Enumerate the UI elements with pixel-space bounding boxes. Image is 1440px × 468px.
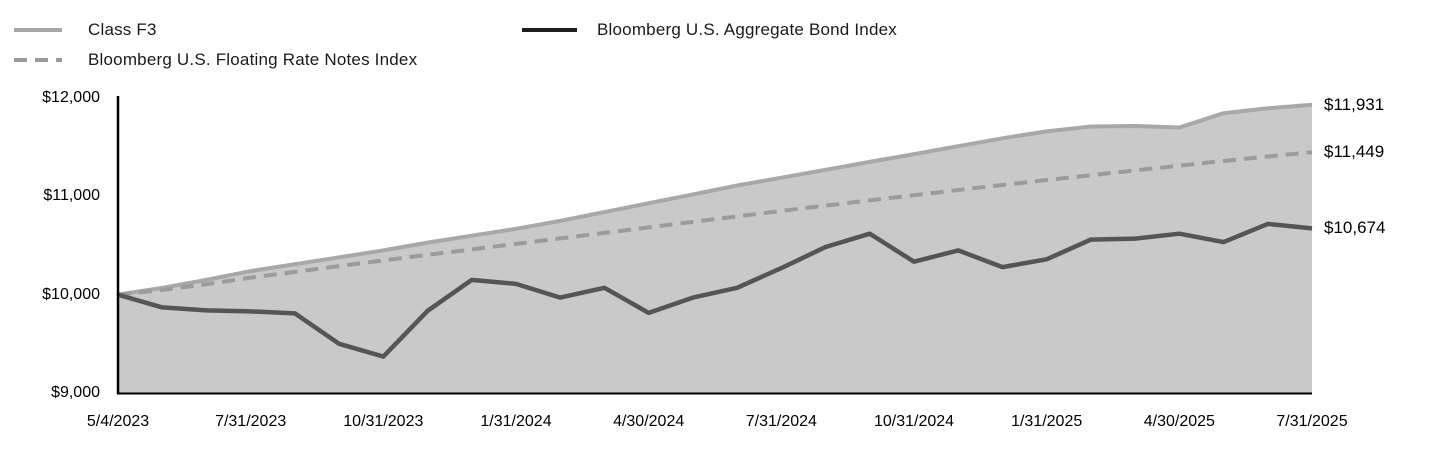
- x-axis-label: 5/4/2023: [86, 413, 150, 430]
- y-axis-label: $11,000: [43, 187, 100, 205]
- x-axis-label: 10/31/2023: [343, 413, 424, 430]
- y-axis-label: $9,000: [51, 384, 100, 401]
- legend-item-class-f3: Class F3: [14, 19, 157, 41]
- series-line-class-f3: [117, 102, 1313, 297]
- series-end-label: $11,931: [1324, 94, 1385, 114]
- series-line-floating-rate-index: [117, 150, 1313, 297]
- x-axis-label: 7/31/2023: [215, 413, 287, 430]
- series-end-label: $10,674: [1324, 218, 1386, 238]
- legend-label: Bloomberg U.S. Floating Rate Notes Index: [88, 50, 418, 69]
- x-axis-label: 4/30/2024: [613, 413, 685, 430]
- y-axis-label: $12,000: [42, 89, 100, 106]
- legend-label: Bloomberg U.S. Aggregate Bond Index: [597, 20, 897, 39]
- legend-label: Class F3: [88, 20, 157, 39]
- legend-item-floating-rate-index: Bloomberg U.S. Floating Rate Notes Index: [14, 49, 417, 71]
- x-axis-label: 1/31/2024: [480, 413, 552, 430]
- y-axis-label: $10,000: [42, 285, 100, 303]
- x-axis-label: 4/30/2025: [1143, 413, 1215, 430]
- x-axis-label: 7/31/2024: [745, 413, 817, 430]
- legend-swatch-dashed-gray: [14, 58, 62, 62]
- series-end-label: $11,449: [1324, 142, 1385, 162]
- legend-swatch-solid-gray: [14, 28, 62, 32]
- x-axis-label: 10/31/2024: [873, 413, 955, 430]
- series-line-aggregate-bond-index: [117, 221, 1313, 359]
- x-axis-label: 1/31/2025: [1011, 413, 1083, 430]
- legend-item-aggregate-bond-index: Bloomberg U.S. Aggregate Bond Index: [522, 19, 897, 41]
- legend-swatch-solid-black: [522, 28, 577, 32]
- x-axis-label: 7/31/2025: [1276, 413, 1348, 430]
- class-f3-area-fill: [118, 104, 1312, 394]
